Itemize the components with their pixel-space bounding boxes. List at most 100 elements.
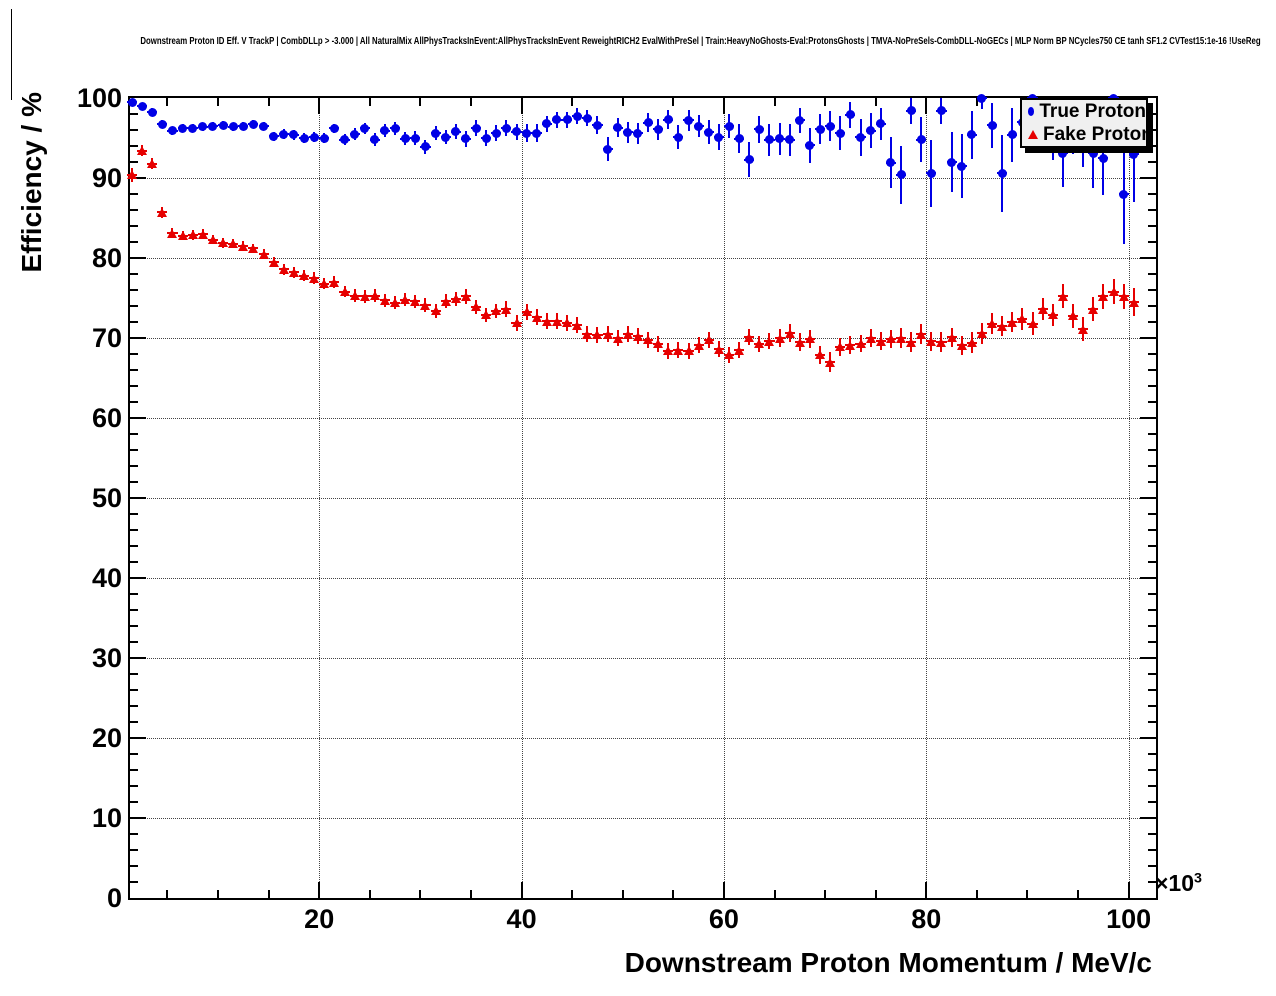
data-point-true-proton [764, 135, 774, 145]
data-point-true-proton [926, 168, 936, 178]
y-tick [1148, 225, 1156, 227]
data-point-fake-proton [673, 345, 684, 355]
x-tick [975, 98, 978, 106]
data-point-fake-proton [906, 337, 917, 347]
data-point-true-proton [916, 135, 926, 145]
y-tick-label: 30 [91, 643, 122, 673]
x-axis-title: Downstream Proton Momentum / MeV/c [624, 947, 1152, 978]
y-tick [1148, 625, 1156, 627]
data-point-true-proton [400, 134, 410, 144]
data-point-fake-proton [218, 238, 229, 248]
data-point-fake-proton [481, 310, 492, 320]
data-point-fake-proton [1057, 291, 1068, 301]
data-point-true-proton [582, 113, 592, 123]
data-point-fake-proton [804, 334, 815, 344]
data-point-fake-proton [774, 333, 785, 343]
x-tick [975, 890, 978, 898]
data-point-true-proton [967, 130, 977, 140]
data-point-fake-proton [1007, 317, 1018, 327]
data-point-true-proton [633, 128, 643, 138]
y-tick [130, 401, 138, 403]
data-point-fake-proton [248, 243, 259, 253]
x-tick [267, 98, 270, 106]
y-tick [1148, 849, 1156, 851]
data-point-fake-proton [754, 339, 765, 349]
x-tick [419, 890, 422, 898]
y-tick [130, 433, 138, 435]
data-point-true-proton [906, 106, 916, 116]
x-tick [217, 890, 220, 898]
data-point-true-proton [987, 120, 997, 130]
data-point-fake-proton [562, 318, 573, 328]
data-point-fake-proton [703, 335, 714, 345]
x-tick-label: 40 [506, 904, 537, 934]
x-tick [217, 98, 220, 106]
x-tick [824, 98, 827, 106]
x-tick [773, 890, 776, 898]
data-point-true-proton [704, 127, 714, 137]
x-tick [621, 890, 624, 898]
y-tick [130, 689, 138, 691]
y-tick [1148, 609, 1156, 611]
x-tick-label: 20 [304, 904, 335, 934]
data-point-true-proton [198, 122, 208, 132]
data-point-true-proton [552, 115, 562, 125]
y-tick [1148, 289, 1156, 291]
y-tick [130, 321, 138, 323]
y-tick [130, 753, 138, 755]
data-point-fake-proton [896, 333, 907, 343]
y-tick-label: 40 [91, 563, 122, 593]
fake-proton-marker-icon [1028, 130, 1038, 139]
y-tick [1140, 417, 1156, 419]
y-tick [1148, 689, 1156, 691]
x-exponent-base: ×10 [1155, 870, 1195, 896]
data-point-true-proton [845, 110, 855, 120]
y-tick [130, 721, 138, 723]
y-tick [1140, 577, 1156, 579]
data-point-true-proton [785, 135, 795, 145]
data-point-fake-proton [187, 230, 198, 240]
data-point-fake-proton [622, 329, 633, 339]
data-point-true-proton [491, 128, 501, 138]
y-tick [130, 849, 138, 851]
data-point-fake-proton [794, 337, 805, 347]
data-point-true-proton [795, 115, 805, 125]
data-point-fake-proton [349, 291, 360, 301]
y-tick [130, 737, 146, 739]
data-point-true-proton [410, 133, 420, 143]
data-point-true-proton [218, 120, 228, 130]
data-point-fake-proton [1017, 314, 1028, 324]
data-point-fake-proton [167, 228, 178, 238]
y-tick [1148, 833, 1156, 835]
data-point-true-proton [936, 106, 946, 116]
data-point-true-proton [876, 119, 886, 129]
y-tick [1148, 593, 1156, 595]
data-point-fake-proton [632, 331, 643, 341]
y-tick-label: 80 [91, 243, 122, 273]
y-tick [130, 705, 138, 707]
y-tick [1148, 561, 1156, 563]
grid-line-y [130, 658, 1156, 659]
x-tick [722, 98, 725, 114]
data-point-true-proton [188, 123, 198, 133]
legend-entry-true-proton: True Proton [1022, 100, 1146, 123]
data-point-true-proton [319, 133, 329, 143]
data-point-true-proton [643, 118, 653, 128]
data-point-fake-proton [471, 302, 482, 312]
data-point-fake-proton [1108, 287, 1119, 297]
data-point-true-proton [127, 97, 137, 107]
data-point-fake-proton [835, 342, 846, 352]
y-tick [1148, 449, 1156, 451]
data-point-true-proton [856, 132, 866, 142]
data-point-fake-proton [946, 332, 957, 342]
y-tick-label: 90 [91, 163, 122, 193]
data-point-true-proton [350, 129, 360, 139]
data-point-fake-proton [127, 170, 138, 180]
data-point-fake-proton [987, 319, 998, 329]
data-point-true-proton [370, 135, 380, 145]
data-point-true-proton [390, 123, 400, 133]
data-point-true-proton [603, 144, 613, 154]
y-tick [1140, 337, 1156, 339]
data-point-fake-proton [875, 336, 886, 346]
